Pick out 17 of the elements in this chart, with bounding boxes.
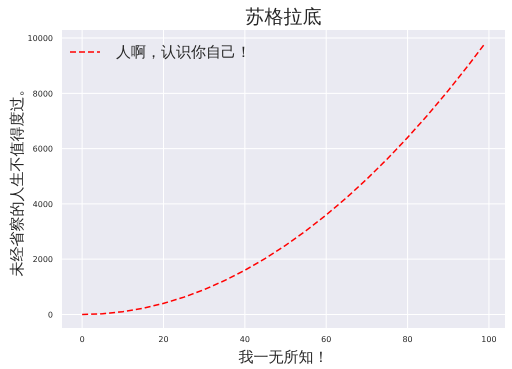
x-tick-label: 40: [240, 335, 250, 344]
y-tick-label: 4000: [32, 200, 53, 209]
y-tick-label: 8000: [32, 89, 53, 98]
y-tick-label: 2000: [32, 255, 53, 264]
x-tick-label: 60: [321, 335, 332, 344]
x-tick-label: 80: [402, 335, 413, 344]
x-tick-label: 20: [158, 335, 169, 344]
y-tick-label: 6000: [32, 144, 53, 154]
chart-title: 苏格拉底: [246, 6, 322, 28]
y-tick-label: 10000: [28, 34, 53, 44]
x-axis-title: 我一无所知！: [238, 348, 328, 366]
y-tick-label: 0: [48, 310, 53, 320]
line-series: [81, 42, 486, 316]
legend-label: 人啊，认识你自己！: [116, 43, 251, 61]
x-tick-label: 0: [80, 335, 85, 344]
x-tick-label: 100: [481, 335, 497, 344]
y-axis-title: 未经省察的人生不值得度过。: [8, 82, 26, 276]
